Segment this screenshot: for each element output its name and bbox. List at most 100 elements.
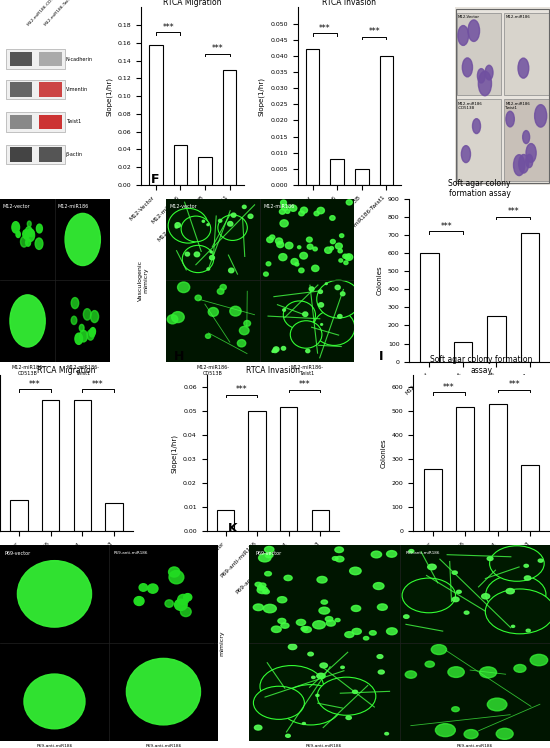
Circle shape <box>299 268 304 273</box>
Circle shape <box>307 244 313 249</box>
Circle shape <box>231 213 236 217</box>
Circle shape <box>279 254 287 260</box>
Bar <box>223 70 236 185</box>
Text: P69-anti-miR186
-pLko.1: P69-anti-miR186 -pLko.1 <box>306 744 343 748</box>
Circle shape <box>324 247 332 254</box>
Text: P69-vector: P69-vector <box>255 551 282 556</box>
Circle shape <box>263 272 268 276</box>
Bar <box>10 147 32 162</box>
Text: β-actin: β-actin <box>65 152 82 157</box>
Circle shape <box>485 65 493 80</box>
Circle shape <box>318 290 322 293</box>
Circle shape <box>538 559 543 562</box>
Bar <box>10 500 28 531</box>
Circle shape <box>182 245 214 272</box>
Circle shape <box>25 234 28 239</box>
Circle shape <box>25 227 32 236</box>
Text: Vimentin: Vimentin <box>65 88 87 92</box>
Circle shape <box>335 619 340 622</box>
Circle shape <box>317 207 324 214</box>
Text: P69-anti-miR186: P69-anti-miR186 <box>405 551 440 555</box>
Circle shape <box>195 295 201 301</box>
Circle shape <box>283 309 285 311</box>
Circle shape <box>464 611 469 614</box>
Circle shape <box>300 207 307 213</box>
Circle shape <box>409 550 414 553</box>
Circle shape <box>518 58 529 78</box>
Text: M12-Vector: M12-Vector <box>458 16 480 19</box>
Circle shape <box>228 221 233 226</box>
Text: ***: *** <box>235 385 247 394</box>
Circle shape <box>282 346 285 350</box>
Circle shape <box>243 205 246 209</box>
Circle shape <box>278 619 286 624</box>
Title: Soft agar colony formation
assay: Soft agar colony formation assay <box>431 355 533 375</box>
Circle shape <box>524 565 529 567</box>
Text: M12-miR186
-CD513B: M12-miR186 -CD513B <box>458 102 482 110</box>
Circle shape <box>290 321 322 349</box>
Bar <box>7 80 65 99</box>
Bar <box>10 114 32 129</box>
Circle shape <box>313 247 317 251</box>
Text: Vasculogenic
mimicry: Vasculogenic mimicry <box>138 260 149 301</box>
Text: K: K <box>228 522 238 536</box>
Circle shape <box>326 616 333 622</box>
Circle shape <box>210 251 212 253</box>
Circle shape <box>259 583 266 587</box>
Text: ***: *** <box>443 383 455 392</box>
Circle shape <box>463 58 472 77</box>
Circle shape <box>326 620 336 626</box>
Bar <box>166 199 260 280</box>
Circle shape <box>280 684 342 725</box>
Circle shape <box>526 629 530 632</box>
Bar <box>456 13 501 95</box>
Bar <box>456 99 501 181</box>
Circle shape <box>350 567 361 574</box>
Bar <box>379 56 393 185</box>
Bar <box>331 159 344 185</box>
Bar <box>249 411 266 531</box>
Text: ***: *** <box>508 380 520 389</box>
Text: N-cadherin: N-cadherin <box>65 57 92 61</box>
Circle shape <box>332 557 338 560</box>
Bar <box>10 82 32 97</box>
Circle shape <box>477 69 485 83</box>
Text: M12-vector: M12-vector <box>2 203 30 209</box>
Circle shape <box>255 583 261 586</box>
Title: Soft agar colony
formation assay: Soft agar colony formation assay <box>448 179 511 198</box>
Circle shape <box>302 627 311 633</box>
Text: M12-miR186
Twist1: M12-miR186 Twist1 <box>505 102 530 110</box>
Bar <box>424 469 442 531</box>
Circle shape <box>194 252 200 257</box>
Circle shape <box>405 671 416 678</box>
Circle shape <box>79 325 84 331</box>
Bar <box>166 280 260 361</box>
Circle shape <box>402 578 455 613</box>
Circle shape <box>172 312 184 322</box>
Circle shape <box>377 654 383 658</box>
Text: ***: *** <box>440 221 452 230</box>
Circle shape <box>36 224 42 233</box>
Text: M12-vector: M12-vector <box>169 203 197 209</box>
Circle shape <box>178 282 190 292</box>
Bar <box>74 399 91 531</box>
Circle shape <box>283 301 316 329</box>
Circle shape <box>206 334 211 338</box>
Bar <box>198 156 212 185</box>
Circle shape <box>317 280 360 318</box>
Circle shape <box>270 235 275 239</box>
Circle shape <box>468 20 480 41</box>
Circle shape <box>482 594 490 599</box>
Circle shape <box>272 626 281 633</box>
Circle shape <box>487 557 493 560</box>
Text: M12-miR186-CD513B: M12-miR186-CD513B <box>26 0 60 27</box>
Bar <box>39 114 62 129</box>
Circle shape <box>185 252 190 256</box>
Circle shape <box>314 211 319 215</box>
Circle shape <box>75 333 82 344</box>
Circle shape <box>370 631 376 635</box>
Bar <box>7 144 65 164</box>
Circle shape <box>295 263 299 266</box>
Bar <box>312 509 329 531</box>
Circle shape <box>174 599 187 610</box>
